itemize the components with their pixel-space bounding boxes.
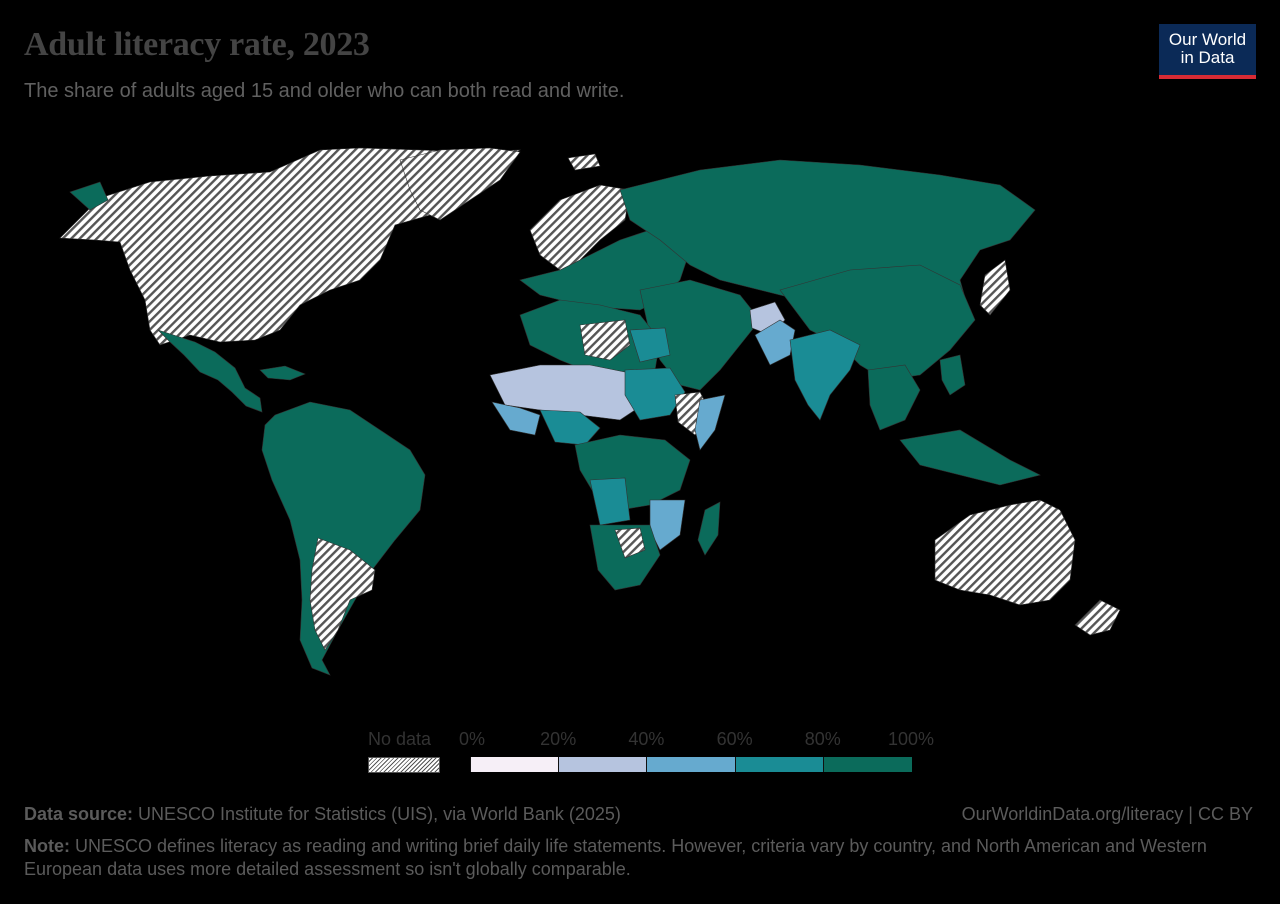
legend-tick-label: 80% — [804, 729, 841, 749]
region-egypt[interactable] — [629, 327, 671, 363]
data-source: Data source: UNESCO Institute for Statis… — [24, 804, 621, 825]
region-sudan[interactable] — [624, 367, 686, 421]
region-coastal-west-africa[interactable] — [491, 401, 541, 436]
region-australia[interactable] — [934, 499, 1076, 606]
data-source-label: Data source: — [24, 804, 134, 824]
logo-line-1: Our World — [1168, 30, 1247, 49]
owid-logo[interactable]: Our World in Data — [1159, 24, 1256, 79]
region-western-europe[interactable] — [529, 184, 631, 271]
chart-title: Adult literacy rate, 2023 — [24, 26, 370, 63]
region-alaska[interactable] — [69, 181, 109, 211]
region-iceland[interactable] — [567, 153, 601, 171]
legend-tick-label: 40% — [628, 729, 665, 749]
region-india[interactable] — [789, 329, 861, 421]
region-southern-cone[interactable] — [309, 537, 376, 651]
chart-subtitle: The share of adults aged 15 and older wh… — [24, 80, 625, 102]
region-southeast-asia[interactable] — [867, 364, 921, 431]
legend-bin — [470, 757, 560, 772]
legend-bin — [646, 757, 736, 772]
region-south-america[interactable] — [261, 401, 426, 676]
legend-tick-label: 60% — [716, 729, 753, 749]
note-label: Note: — [24, 836, 70, 856]
region-central-africa[interactable] — [574, 434, 691, 511]
legend-bin — [822, 757, 912, 772]
legend-no-data-swatch — [368, 757, 440, 773]
legend-bin — [734, 757, 824, 772]
map-legend: No data 0% 20% 40% 60% 80% 100% — [360, 725, 960, 785]
legend-tick-label: 0% — [458, 729, 486, 749]
region-north-america[interactable] — [59, 147, 522, 346]
region-angola[interactable] — [589, 477, 631, 526]
data-source-text: UNESCO Institute for Statistics (UIS), v… — [133, 804, 621, 824]
region-madagascar[interactable] — [697, 501, 721, 556]
logo-line-2: in Data — [1180, 48, 1235, 67]
region-botswana[interactable] — [614, 527, 646, 559]
legend-no-data-label: No data — [368, 729, 432, 749]
region-mexico[interactable] — [157, 329, 263, 413]
region-indonesia[interactable] — [899, 429, 1041, 486]
region-new-zealand[interactable] — [1074, 599, 1121, 636]
region-caribbean[interactable] — [259, 365, 306, 381]
legend-tick-label: 20% — [540, 729, 577, 749]
region-greenland[interactable] — [399, 147, 521, 221]
region-libya[interactable] — [579, 319, 631, 361]
region-japan[interactable] — [979, 259, 1011, 316]
chart-note: Note: UNESCO defines literacy as reading… — [24, 835, 1254, 881]
region-somalia[interactable] — [694, 394, 726, 451]
source-url[interactable]: OurWorldinData.org/literacy | CC BY — [961, 804, 1253, 824]
world-map[interactable] — [0, 130, 1280, 690]
note-text: UNESCO defines literacy as reading and w… — [24, 836, 1207, 879]
region-philippines[interactable] — [939, 354, 966, 396]
region-nigeria[interactable] — [539, 409, 601, 446]
legend-tick-label: 100% — [887, 729, 935, 749]
legend-bin — [558, 757, 648, 772]
